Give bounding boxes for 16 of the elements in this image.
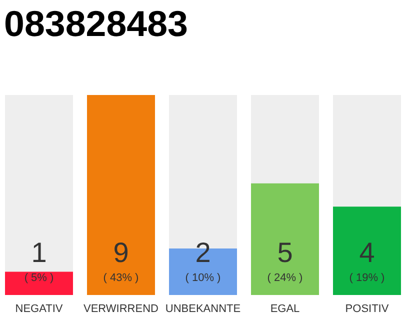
data-label: ( 43% )	[103, 272, 139, 284]
x-tick-label: EGAL	[270, 303, 300, 315]
x-tick-label: UNBEKANNTE	[165, 303, 241, 315]
data-label: ( 19% )	[349, 272, 385, 284]
bar	[5, 272, 73, 295]
annotation: 4	[359, 237, 375, 268]
chart-title: 083828483	[4, 3, 188, 44]
x-tick-label: NEGATIV	[15, 303, 64, 315]
annotation: 5	[277, 237, 293, 268]
x-tick-label: VERWIRREND	[84, 303, 159, 315]
annotation: 9	[113, 237, 129, 268]
data-label: ( 5% )	[24, 272, 54, 284]
data-label: ( 24% )	[267, 272, 303, 284]
annotation: 1	[31, 237, 47, 268]
data-label: ( 10% )	[185, 272, 221, 284]
x-tick-label: POSITIV	[345, 303, 390, 315]
